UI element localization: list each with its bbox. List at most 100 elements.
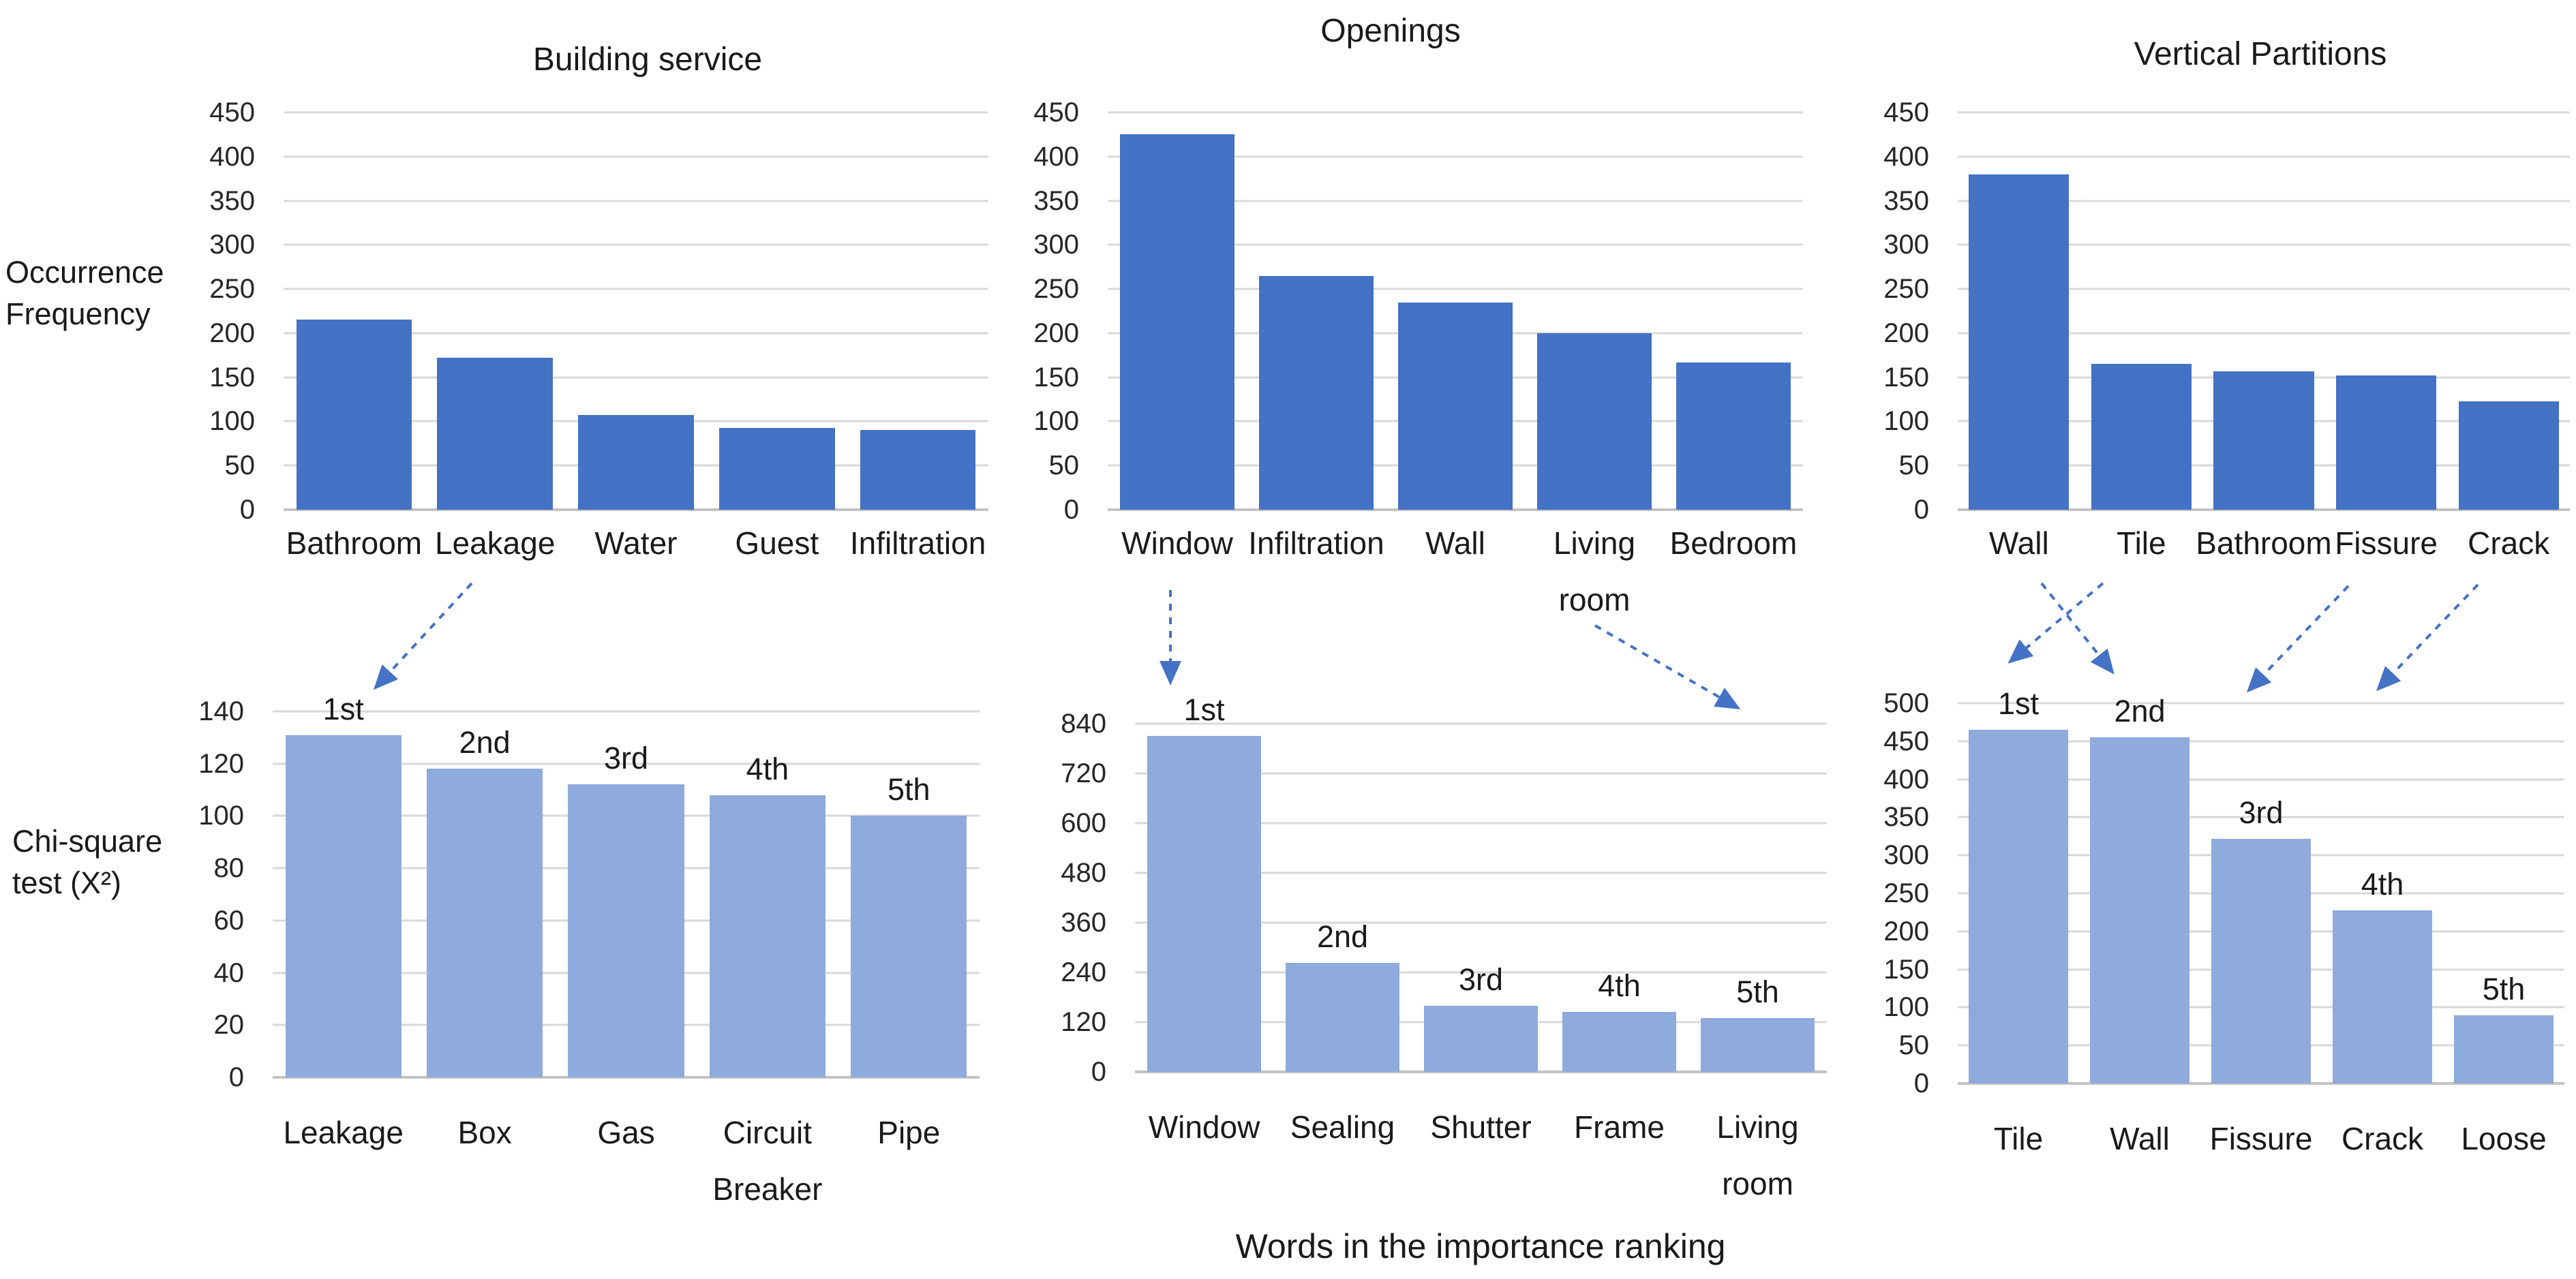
y-tick-label: 100 xyxy=(209,406,255,437)
y-tick-label: 450 xyxy=(209,97,255,127)
y-tick-label: 400 xyxy=(209,141,255,172)
bar-leakage xyxy=(285,735,401,1077)
arrow-living-room-to-rank5 xyxy=(1594,624,1741,709)
gridline xyxy=(284,200,988,202)
vertical-partitions-frequency-chart: 0 50 100 150 200 250 300 350 400 450 Wall Tile Bathr… xyxy=(1883,99,2570,561)
bar-sealing xyxy=(1286,963,1399,1072)
y-tick-label: 0 xyxy=(1913,1068,1929,1098)
rank-label-sealing: 2nd xyxy=(1316,919,1369,955)
bar-wall xyxy=(1398,302,1513,510)
x-category-label-guest: Guest xyxy=(735,525,819,561)
x-category-label-bathroom: Bathroom xyxy=(2196,525,2332,561)
gridline xyxy=(1135,1070,1827,1073)
x-category-label-wall: Wall xyxy=(1425,525,1485,561)
x-category-label-window: Window xyxy=(1148,1109,1260,1145)
y-tick-label: 360 xyxy=(1061,908,1106,938)
gridline xyxy=(1108,243,1803,246)
x-axis-title: Words in the importance ranking xyxy=(1235,1227,1726,1265)
y-tick-label: 300 xyxy=(1883,840,1929,871)
openings-frequency-chart: 0 50 100 150 200 250 300 350 400 450 Window Infiltr… xyxy=(1033,99,1803,617)
y-tick-label: 40 xyxy=(213,957,245,988)
bar-crack xyxy=(2333,910,2432,1083)
bar-bedroom xyxy=(1676,362,1791,510)
rank-label-living-room: 5th xyxy=(1736,974,1779,1009)
y-axis-label-chi-square-test: Chi-square test (X²) xyxy=(12,821,162,904)
x-category-label-wall: Wall xyxy=(1988,525,2049,561)
y-tick-label: 20 xyxy=(213,1010,245,1041)
y-axis-label-line: Frequency xyxy=(5,296,151,331)
y-tick-label: 150 xyxy=(1033,362,1079,392)
x-category-label-crack: Crack xyxy=(2341,1121,2424,1156)
bar-circuit-breaker xyxy=(709,795,825,1077)
y-tick-label: 100 xyxy=(1883,406,1929,437)
bar-infiltration xyxy=(1259,275,1374,510)
gridline xyxy=(273,1076,980,1079)
gridline xyxy=(1108,155,1803,158)
bar-window xyxy=(1147,736,1261,1072)
rank-label-frame: 4th xyxy=(1598,968,1641,1003)
bar-crack xyxy=(2458,401,2559,510)
gridline xyxy=(1108,111,1803,114)
y-tick-label: 450 xyxy=(1883,97,1929,127)
x-category-label-infiltration: Infiltration xyxy=(849,525,986,561)
bar-bathroom xyxy=(2213,371,2314,510)
x-category-label-bathroom: Bathroom xyxy=(286,525,423,561)
bar-fissure xyxy=(2211,838,2311,1083)
rank-label-pipe: 5th xyxy=(888,772,930,807)
x-category-label-pipe: Pipe xyxy=(877,1115,941,1150)
bar-loose xyxy=(2454,1015,2554,1083)
y-tick-label: 600 xyxy=(1061,808,1106,838)
y-tick-label: 0 xyxy=(239,495,255,525)
x-category-label-water: Water xyxy=(594,525,678,561)
y-tick-label: 150 xyxy=(209,362,255,392)
y-tick-label: 450 xyxy=(1883,726,1929,756)
arrow-fissure-to-rank3 xyxy=(2246,585,2350,693)
bar-infiltration xyxy=(860,430,976,510)
bar-bathroom xyxy=(296,320,412,510)
gridline xyxy=(1958,111,2570,114)
y-tick-label: 300 xyxy=(209,230,255,260)
y-tick-label: 500 xyxy=(1883,688,1929,718)
gridline xyxy=(1135,772,1827,775)
rank-label-loose: 5th xyxy=(2482,971,2526,1006)
gridline xyxy=(273,762,980,765)
y-tick-label: 100 xyxy=(1883,992,1929,1023)
x-category-label-fissure: Fissure xyxy=(2335,525,2438,561)
bar-leakage xyxy=(437,358,553,510)
y-tick-label: 100 xyxy=(1033,406,1079,437)
bar-frame xyxy=(1562,1011,1676,1072)
gridline xyxy=(284,155,988,158)
y-axis-label-line: Occurrence xyxy=(5,255,164,290)
y-tick-label: 50 xyxy=(224,450,256,481)
y-tick-label: 200 xyxy=(209,318,255,348)
y-tick-label: 350 xyxy=(1883,802,1929,833)
x-category-label-shutter: Shutter xyxy=(1430,1109,1532,1145)
x-category-label-gas: Gas xyxy=(597,1115,655,1150)
gridline xyxy=(1958,332,2570,335)
gridline xyxy=(284,376,988,379)
x-category-label-leakage: Leakage xyxy=(283,1115,404,1150)
y-tick-label: 80 xyxy=(213,853,245,884)
gridline xyxy=(284,288,988,290)
rank-label-leakage: 1st xyxy=(322,691,364,726)
y-tick-label: 400 xyxy=(1883,764,1929,795)
y-tick-label: 150 xyxy=(1883,954,1929,985)
bar-window xyxy=(1120,134,1234,510)
y-tick-label: 0 xyxy=(1063,495,1079,525)
y-tick-label: 200 xyxy=(1883,916,1929,946)
arrow-leakage-to-rank1 xyxy=(373,582,473,690)
chart-title-building-service: Building service xyxy=(532,42,763,78)
bar-wall xyxy=(1969,174,2070,510)
x-category-label-loose: Loose xyxy=(2461,1121,2547,1156)
y-tick-label: 50 xyxy=(1898,1030,1930,1061)
y-tick-label: 0 xyxy=(1913,495,1929,525)
rank-label-fissure: 3rd xyxy=(2239,795,2284,830)
arrow-crack-to-rank4 xyxy=(2376,583,2479,692)
y-tick-label: 300 xyxy=(1883,230,1929,260)
x-category-label-infiltration: Infiltration xyxy=(1248,525,1384,561)
gridline xyxy=(284,508,988,511)
bar-shutter xyxy=(1424,1005,1538,1072)
gridline xyxy=(284,332,988,335)
y-tick-label: 350 xyxy=(1883,185,1929,216)
